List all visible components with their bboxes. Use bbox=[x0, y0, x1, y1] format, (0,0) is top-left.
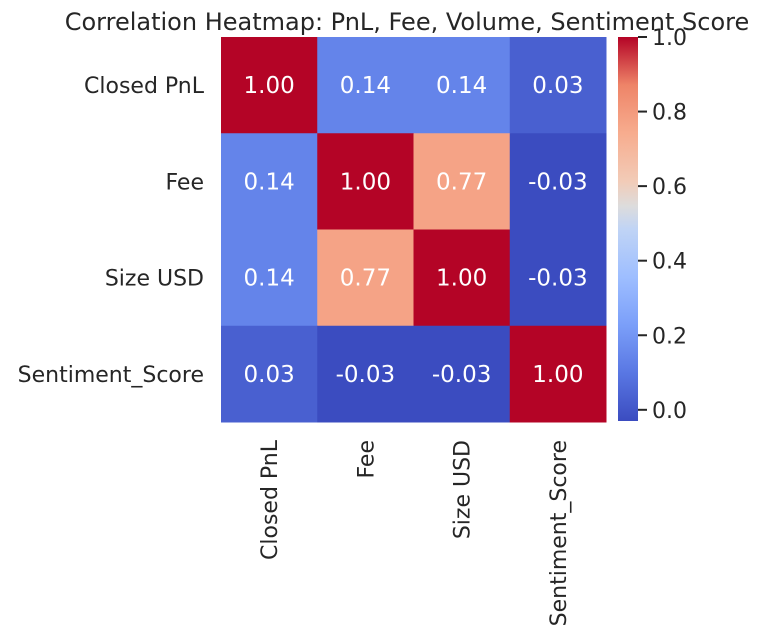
colorbar: 0.0 0.2 0.4 0.6 0.8 1.0 bbox=[618, 26, 687, 424]
row-tick-labels: Closed PnL Fee Size USD Sentiment_Score bbox=[18, 74, 205, 388]
cell-value-label: 1.00 bbox=[340, 169, 391, 195]
heatmap-cell bbox=[413, 325, 511, 423]
colorbar-tick-label: 0.2 bbox=[652, 324, 687, 349]
cell-value-label: -0.03 bbox=[528, 266, 588, 292]
column-tick-label: Size USD bbox=[451, 440, 476, 539]
column-tick-labels: Closed PnL Fee Size USD Sentiment_Score bbox=[258, 439, 572, 626]
colorbar-tick-label: 1.0 bbox=[652, 26, 687, 51]
heatmap-cell bbox=[509, 133, 607, 230]
cell-value-label: 0.03 bbox=[244, 362, 295, 388]
cell-value-label: 0.77 bbox=[340, 266, 391, 292]
heatmap-cells: 1.00 0.14 0.14 0.03 0.14 1.00 0.77 -0.03 0.14 0.7… bbox=[221, 37, 607, 423]
column-tick-label: Sentiment_Score bbox=[547, 440, 572, 626]
colorbar-tick-label: 0.8 bbox=[652, 101, 687, 126]
cell-value-label: -0.03 bbox=[432, 362, 492, 388]
cell-value-label: 1.00 bbox=[436, 266, 487, 292]
colorbar-gradient bbox=[618, 37, 638, 421]
heatmap-cell bbox=[221, 37, 318, 134]
colorbar-tick-label: 0.6 bbox=[652, 175, 687, 200]
cell-value-label: 1.00 bbox=[532, 362, 583, 388]
row-tick-label: Size USD bbox=[105, 267, 204, 292]
row-tick-label: Fee bbox=[165, 170, 204, 195]
cell-value-label: 0.14 bbox=[340, 73, 391, 99]
heatmap-cell bbox=[413, 37, 511, 134]
chart-title: Correlation Heatmap: PnL, Fee, Volume, S… bbox=[65, 8, 750, 36]
cell-value-label: 0.14 bbox=[244, 169, 295, 195]
heatmap-cell bbox=[413, 133, 511, 230]
colorbar-ticks: 0.0 0.2 0.4 0.6 0.8 1.0 bbox=[638, 26, 687, 424]
heatmap-cell bbox=[509, 325, 607, 423]
heatmap-cell bbox=[317, 229, 414, 327]
row-tick-label: Sentiment_Score bbox=[18, 363, 204, 388]
cell-value-label: 0.77 bbox=[436, 169, 487, 195]
heatmap-cell bbox=[221, 325, 318, 423]
heatmap-cell bbox=[413, 229, 511, 327]
heatmap-cell bbox=[317, 325, 414, 423]
column-tick-label: Fee bbox=[354, 440, 379, 479]
cell-value-label: -0.03 bbox=[336, 362, 396, 388]
colorbar-tick-label: 0.4 bbox=[652, 250, 687, 275]
cell-value-label: 0.03 bbox=[532, 73, 583, 99]
cell-value-label: -0.03 bbox=[528, 169, 588, 195]
cell-value-label: 1.00 bbox=[244, 73, 295, 99]
column-tick-label: Closed PnL bbox=[258, 439, 283, 560]
heatmap-cell bbox=[509, 229, 607, 327]
colorbar-tick-label: 0.0 bbox=[652, 399, 687, 424]
row-tick-label: Closed PnL bbox=[84, 74, 205, 99]
cell-value-label: 0.14 bbox=[244, 266, 295, 292]
heatmap-cell bbox=[221, 133, 318, 230]
heatmap-cell bbox=[221, 229, 318, 327]
cell-value-label: 0.14 bbox=[436, 73, 487, 99]
heatmap-cell bbox=[317, 133, 414, 230]
heatmap-cell bbox=[509, 37, 607, 134]
heatmap-cell bbox=[317, 37, 414, 134]
